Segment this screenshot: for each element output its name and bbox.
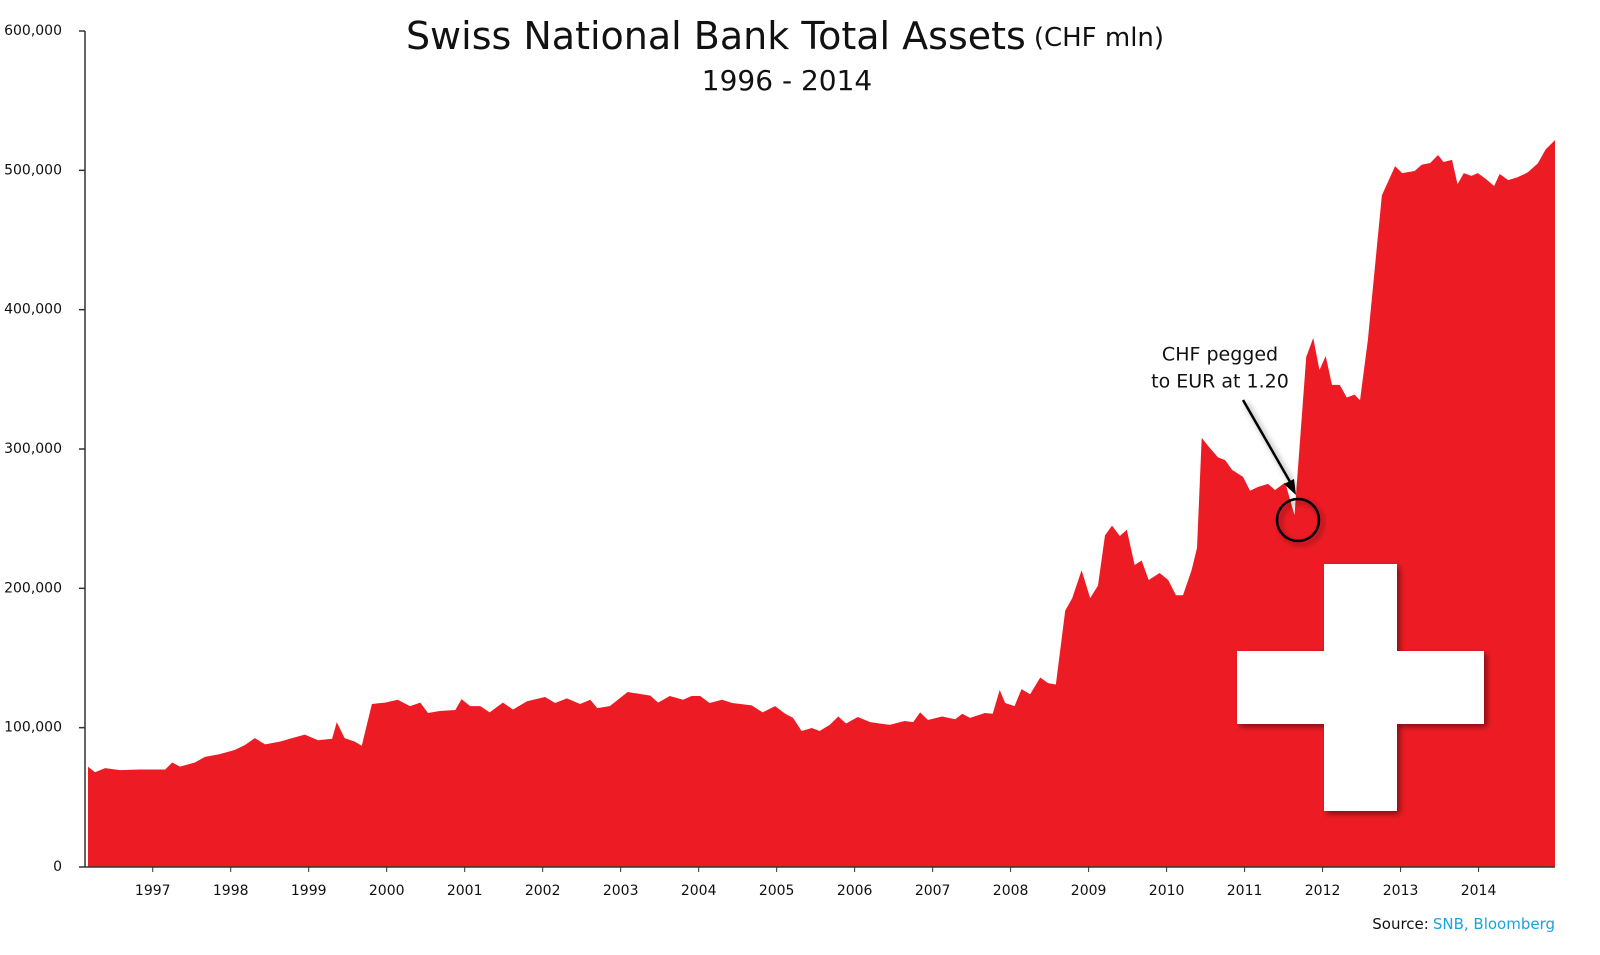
y-tick-label: 0 [53,859,62,875]
x-tick-label: 1997 [135,883,171,899]
x-tick-label: 2008 [993,883,1029,899]
cross [1237,564,1484,811]
x-tick-label: 2007 [915,883,951,899]
annotation-circle [1275,497,1321,543]
chart-title-group: Swiss National Bank Total Assets (CHF mln… [406,14,1164,58]
source-label: Source: [1372,915,1429,933]
chart-title: Swiss National Bank Total Assets [406,14,1026,58]
area [88,140,1555,868]
x-tick-label: 2006 [837,883,873,899]
annotation-line: to EUR at 1.20 [1151,371,1289,393]
source: Source: SNB, Bloomberg [1372,915,1555,933]
x-tick-label: 2003 [603,883,639,899]
x-tick-label: 2000 [369,883,405,899]
chart-subtitle: 1996 - 2014 [702,64,872,97]
swiss-cross [1237,564,1484,811]
y-tick-label: 200,000 [4,580,62,596]
x-tick-label: 2009 [1071,883,1107,899]
chart-title-unit: (CHF mln) [1034,23,1164,53]
x-tick-label: 2011 [1227,883,1263,899]
x-tick-label: 1999 [291,883,327,899]
annotation-arrowhead [1284,479,1296,495]
annotation-arrow [1241,399,1295,488]
x-tick-label: 2013 [1383,883,1419,899]
y-tick-label: 600,000 [4,23,62,39]
x-tick-label: 2004 [681,883,717,899]
x-tick-label: 2012 [1305,883,1341,899]
annotation: CHF pegged to EUR at 1.20 [1151,344,1321,543]
y-tick-label: 400,000 [4,302,62,318]
y-tick-label: 300,000 [4,441,62,457]
x-tick-label: 2010 [1149,883,1185,899]
x-tick-label: 2001 [447,883,483,899]
annotation-line: CHF pegged [1162,344,1278,366]
y-tick-label: 500,000 [4,162,62,178]
x-tick-label: 1998 [213,883,249,899]
x-tick-label: 2002 [525,883,561,899]
source-name: SNB, Bloomberg [1433,915,1555,933]
plot-area: 0 100,000 200,000 300,000 400,000 500,000 600,… [4,23,1555,899]
y-tick-label: 100,000 [4,720,62,736]
x-tick-label: 2005 [759,883,795,899]
x-tick-label: 2014 [1461,883,1497,899]
